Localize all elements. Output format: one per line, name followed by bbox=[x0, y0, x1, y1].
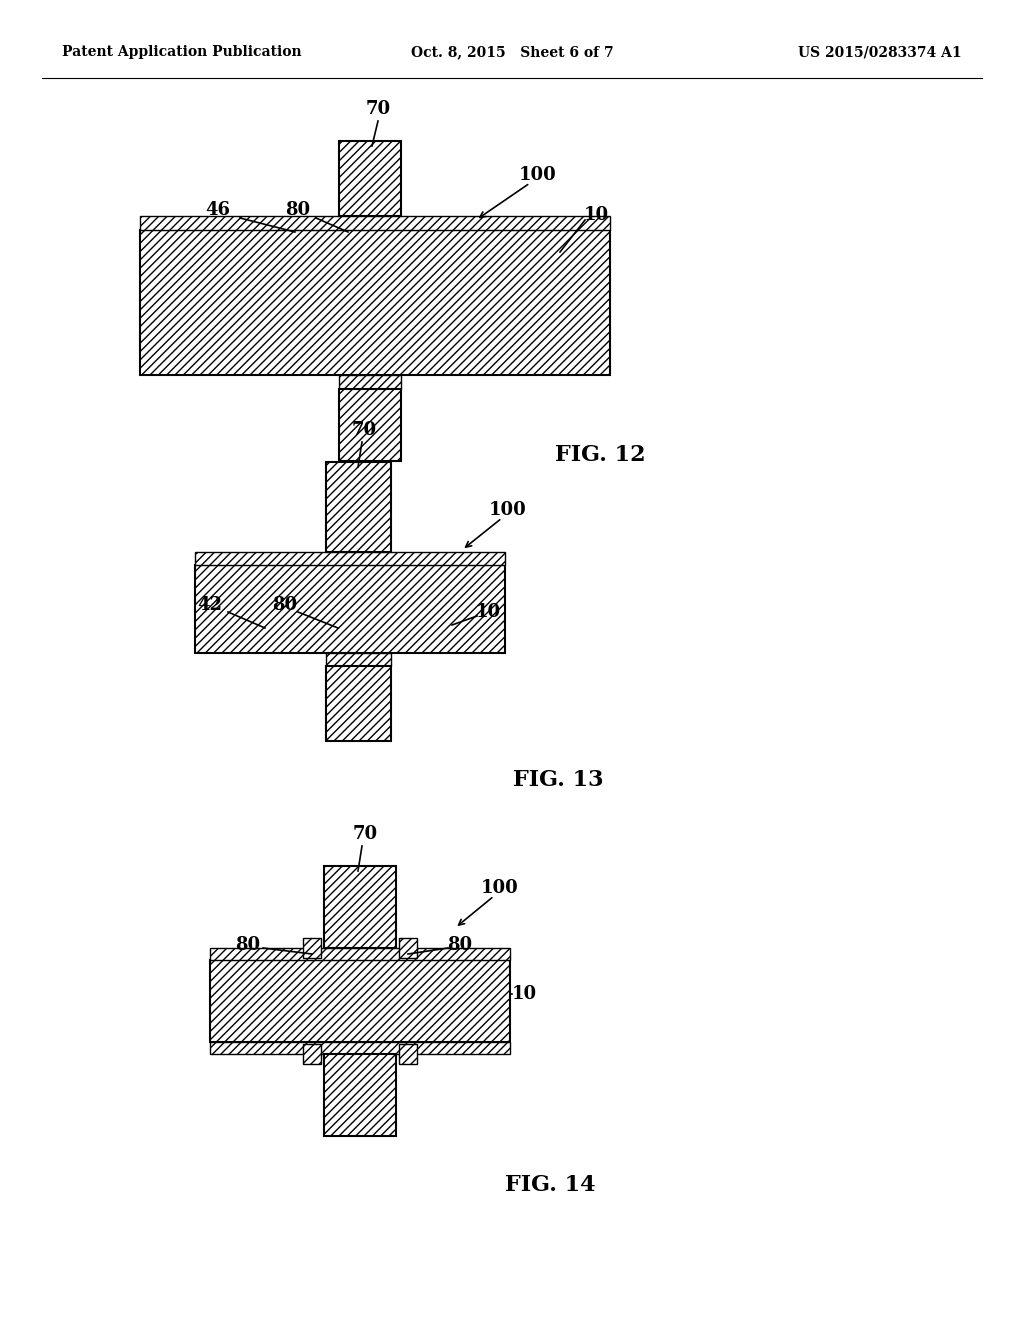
Bar bbox=[303, 939, 321, 958]
Bar bbox=[140, 216, 610, 230]
Bar bbox=[195, 552, 505, 565]
Text: 10: 10 bbox=[475, 603, 501, 620]
Bar bbox=[399, 1044, 417, 1064]
Text: 80: 80 bbox=[236, 936, 260, 954]
Text: Oct. 8, 2015   Sheet 6 of 7: Oct. 8, 2015 Sheet 6 of 7 bbox=[411, 45, 613, 59]
Text: 80: 80 bbox=[286, 201, 310, 219]
Bar bbox=[303, 1044, 321, 1064]
Text: 100: 100 bbox=[481, 879, 519, 898]
Text: 46: 46 bbox=[206, 201, 230, 219]
Bar bbox=[339, 389, 401, 461]
Text: 10: 10 bbox=[511, 985, 537, 1003]
Bar bbox=[140, 230, 610, 375]
Bar bbox=[326, 462, 391, 552]
Bar bbox=[210, 960, 510, 1041]
Bar bbox=[195, 565, 505, 653]
Text: Patent Application Publication: Patent Application Publication bbox=[62, 45, 302, 59]
Bar bbox=[324, 866, 396, 948]
Bar bbox=[326, 667, 391, 741]
Text: US 2015/0283374 A1: US 2015/0283374 A1 bbox=[799, 45, 962, 59]
Text: 10: 10 bbox=[584, 206, 608, 224]
Text: 80: 80 bbox=[447, 936, 472, 954]
Text: FIG. 14: FIG. 14 bbox=[505, 1173, 595, 1196]
Bar bbox=[339, 375, 401, 389]
Bar bbox=[324, 1053, 396, 1137]
Text: 100: 100 bbox=[519, 166, 557, 183]
Bar bbox=[339, 141, 401, 216]
Text: FIG. 12: FIG. 12 bbox=[555, 444, 645, 466]
Bar bbox=[326, 653, 391, 667]
Text: 70: 70 bbox=[366, 100, 390, 117]
Text: FIG. 13: FIG. 13 bbox=[513, 770, 603, 791]
Text: 70: 70 bbox=[351, 421, 377, 440]
Bar bbox=[399, 939, 417, 958]
Text: 80: 80 bbox=[272, 597, 298, 614]
Text: 70: 70 bbox=[352, 825, 378, 843]
Text: 42: 42 bbox=[198, 597, 222, 614]
Bar bbox=[210, 1041, 510, 1053]
Bar bbox=[210, 948, 510, 960]
Text: 100: 100 bbox=[489, 502, 527, 519]
